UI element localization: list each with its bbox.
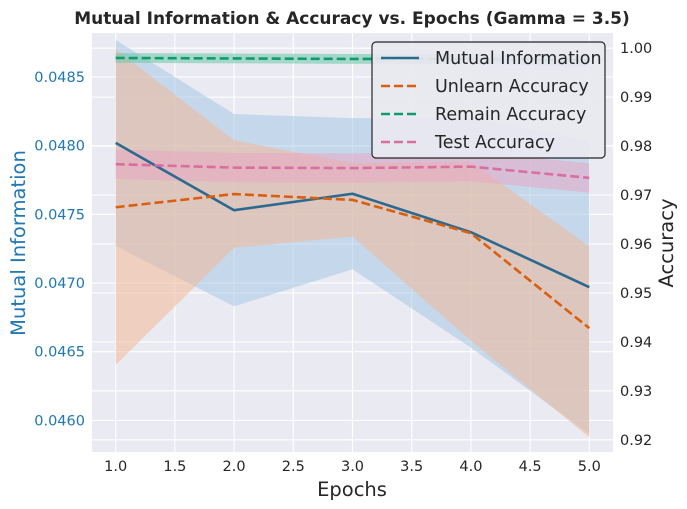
right-tick-label: 0.92 <box>620 433 652 449</box>
x-tick-label: 4.0 <box>459 459 482 475</box>
right-tick-label: 0.99 <box>620 90 652 106</box>
left-tick-label: 0.0460 <box>34 413 85 429</box>
test-accuracy-line <box>115 162 590 180</box>
legend-label-unlearn-accuracy: Unlearn Accuracy <box>435 77 589 97</box>
left-tick-label: 0.0465 <box>34 345 85 361</box>
left-tick-label: 0.0470 <box>34 276 85 292</box>
legend: Mutual Information Unlearn Accuracy Remain… <box>371 41 606 159</box>
x-tick-label: 5.0 <box>578 459 601 475</box>
left-tick-label: 0.0475 <box>34 207 85 223</box>
x-tick-label: 4.5 <box>519 459 542 475</box>
right-tick-label: 0.93 <box>620 384 652 400</box>
legend-label-test-accuracy: Test Accuracy <box>434 133 555 153</box>
right-axis-label: Accuracy <box>655 198 678 287</box>
legend-label-mutual-information: Mutual Information <box>435 49 602 69</box>
left-axis-label: Mutual Information <box>7 150 30 336</box>
x-tick-label: 1.5 <box>163 459 186 475</box>
right-tick-label: 0.97 <box>620 188 652 204</box>
chart-title: Mutual Information & Accuracy vs. Epochs… <box>74 9 630 29</box>
x-tick-label: 1.0 <box>104 459 127 475</box>
right-tick-label: 1.00 <box>620 41 652 57</box>
right-tick-label: 0.98 <box>620 139 652 155</box>
x-tick-label: 3.5 <box>400 459 423 475</box>
left-tick-label: 0.0480 <box>34 139 85 155</box>
legend-label-remain-accuracy: Remain Accuracy <box>435 105 586 125</box>
unlearn-accuracy-line <box>115 192 591 330</box>
right-tick-label: 0.96 <box>620 237 652 253</box>
left-tick-label: 0.0485 <box>34 70 85 86</box>
right-tick-label: 0.95 <box>620 286 652 302</box>
x-tick-label: 2.0 <box>223 459 246 475</box>
right-tick-labels: 0.92 0.93 0.94 0.95 0.96 0.97 0.98 0.99 1.00 <box>620 41 652 449</box>
left-tick-labels: 0.0460 0.0465 0.0470 0.0475 0.0480 0.0485 <box>34 70 85 429</box>
x-tick-labels: 1.0 1.5 2.0 2.5 3.0 3.5 4.0 4.5 5.0 <box>104 459 601 475</box>
mutual-information-line <box>115 141 590 289</box>
x-tick-label: 3.0 <box>341 459 364 475</box>
x-axis-label: Epochs <box>317 478 387 501</box>
x-tick-label: 2.5 <box>282 459 305 475</box>
right-tick-label: 0.94 <box>620 335 652 351</box>
unlearn-accuracy-band <box>115 49 590 438</box>
legend-box <box>371 41 606 159</box>
test-accuracy-band <box>115 149 590 193</box>
